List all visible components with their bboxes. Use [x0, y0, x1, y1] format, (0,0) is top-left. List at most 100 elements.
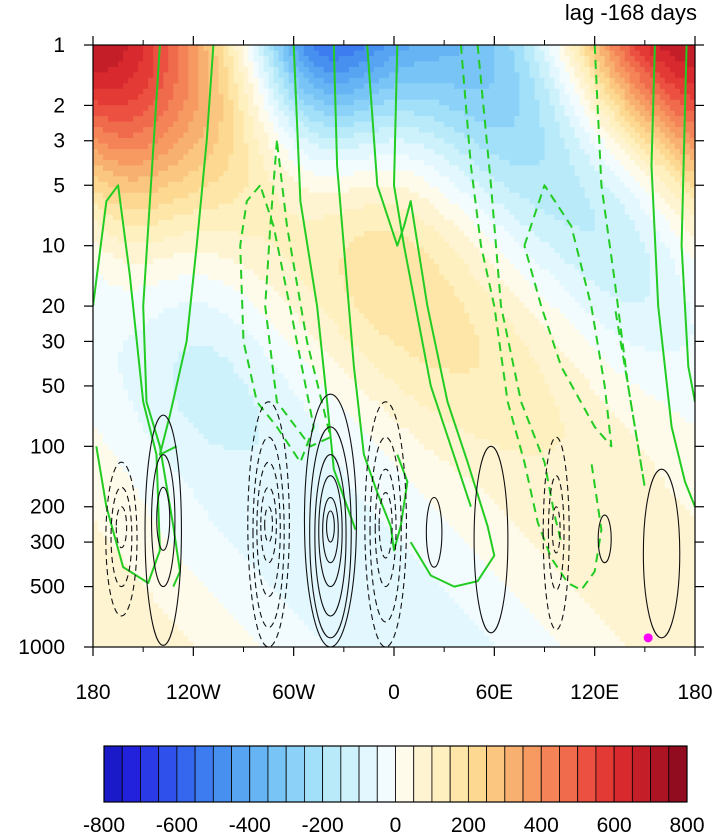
- shade-cell: [313, 165, 320, 172]
- shade-cell: [93, 329, 99, 336]
- shade-cell: [213, 389, 220, 396]
- shade-cell: [288, 526, 295, 533]
- shade-cell: [178, 581, 184, 588]
- shade-cell: [198, 154, 204, 161]
- shade-cell: [123, 214, 129, 221]
- shade-cell: [133, 66, 139, 73]
- shade-cell: [303, 378, 310, 385]
- shade-cell: [153, 61, 159, 68]
- shade-cell: [118, 121, 124, 128]
- shade-cell: [153, 263, 159, 270]
- shade-cell: [248, 154, 255, 161]
- shade-cell: [123, 499, 129, 506]
- shade-cell: [283, 99, 290, 106]
- shade-cell: [103, 88, 109, 95]
- shade-cell: [173, 121, 179, 128]
- shade-cell: [288, 285, 295, 292]
- shade-cell: [213, 460, 220, 467]
- shade-cell: [223, 362, 230, 369]
- shade-cell: [113, 433, 119, 440]
- shade-cell: [268, 252, 275, 260]
- shade-cell: [293, 50, 300, 57]
- shade-cell: [268, 422, 275, 429]
- shade-cell: [148, 389, 154, 396]
- shade-cell: [268, 411, 275, 418]
- shade-cell: [238, 313, 245, 320]
- shade-cell: [303, 181, 310, 188]
- shade-cell: [223, 499, 230, 506]
- shade-cell: [123, 477, 129, 484]
- shade-cell: [128, 493, 134, 500]
- shade-cell: [288, 504, 295, 511]
- shade-cell: [218, 181, 225, 188]
- shade-cell: [278, 592, 285, 599]
- shade-cell: [273, 88, 280, 95]
- shade-cell: [288, 72, 295, 79]
- shade-cell: [263, 455, 270, 462]
- shade-cell: [143, 340, 149, 347]
- shade-cell: [148, 548, 154, 555]
- shade-cell: [208, 269, 214, 276]
- shade-cell: [118, 597, 124, 604]
- shade-cell: [198, 532, 204, 539]
- shade-cell: [143, 285, 149, 292]
- shade-cell: [93, 543, 99, 550]
- shade-cell: [248, 384, 255, 391]
- shade-cell: [193, 192, 199, 199]
- shade-cell: [288, 55, 295, 63]
- shade-cell: [108, 274, 114, 281]
- shade-cell: [258, 630, 265, 637]
- shade-cell: [213, 335, 220, 342]
- shade-cell: [283, 45, 290, 52]
- shade-cell: [203, 252, 209, 260]
- shade-cell: [248, 439, 255, 446]
- shade-cell: [303, 367, 310, 374]
- shade-cell: [103, 302, 109, 309]
- shade-cell: [258, 121, 265, 128]
- shade-cell: [208, 94, 214, 101]
- shade-cell: [308, 88, 315, 95]
- shade-cell: [213, 417, 220, 424]
- shade-cell: [288, 302, 295, 309]
- shade-cell: [98, 625, 104, 632]
- shade-cell: [203, 597, 209, 604]
- shade-cell: [138, 121, 144, 128]
- shade-cell: [103, 559, 109, 566]
- shade-cell: [198, 564, 204, 571]
- shade-cell: [138, 619, 144, 626]
- shade-cell: [198, 504, 204, 511]
- shade-cell: [283, 307, 290, 314]
- shade-cell: [118, 72, 124, 79]
- shade-cell: [203, 99, 209, 106]
- shade-cell: [223, 482, 230, 489]
- shade-cell: [203, 110, 209, 117]
- shade-cell: [173, 499, 179, 506]
- shade-cell: [208, 570, 214, 577]
- shade-cell: [263, 252, 270, 260]
- shade-cell: [223, 449, 230, 457]
- shade-cell: [158, 471, 164, 478]
- shade-cell: [123, 444, 129, 451]
- shade-cell: [228, 291, 235, 298]
- shade-cell: [248, 274, 255, 281]
- shade-cell: [168, 258, 174, 265]
- shade-cell: [273, 94, 280, 101]
- shade-cell: [133, 411, 139, 418]
- shade-cell: [148, 83, 154, 90]
- shade-cell: [278, 61, 285, 68]
- shade-cell: [113, 143, 119, 150]
- shade-cell: [288, 220, 295, 227]
- shade-cell: [178, 285, 184, 292]
- shade-cell: [168, 439, 174, 446]
- shade-cell: [138, 477, 144, 484]
- shade-cell: [128, 351, 134, 358]
- shade-cell: [213, 499, 220, 506]
- shade-cell: [138, 346, 144, 353]
- shade-cell: [258, 159, 265, 166]
- shade-cell: [288, 466, 295, 473]
- shade-cell: [293, 493, 300, 500]
- shade-cell: [123, 504, 129, 511]
- shade-cell: [193, 291, 199, 298]
- shade-cell: [228, 422, 235, 429]
- shade-cell: [228, 198, 235, 205]
